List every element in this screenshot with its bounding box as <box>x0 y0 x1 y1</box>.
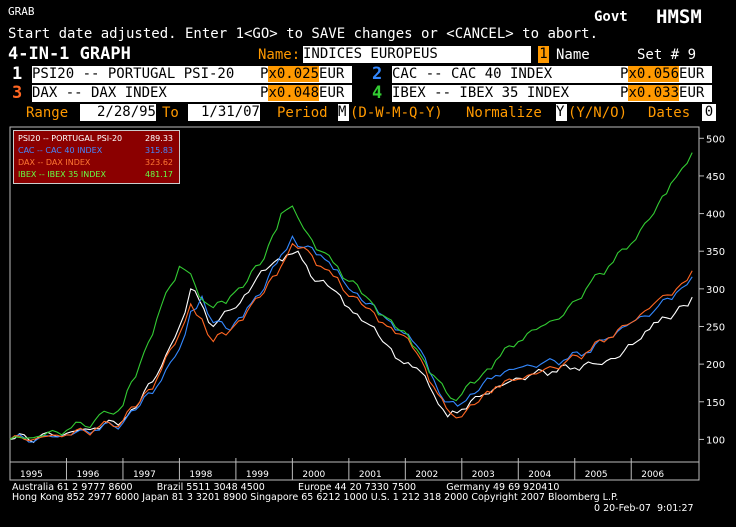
security-4-number: 4 <box>372 83 383 103</box>
x-axis-band <box>9 461 700 481</box>
range-label: Range <box>26 105 69 121</box>
security-3-scale[interactable]: Px0.048EUR <box>260 85 352 102</box>
security-3-number: 3 <box>12 83 23 103</box>
security-1-scale[interactable]: Px0.025EUR <box>260 66 352 83</box>
footer-contacts-line1: Australia 61 2 9777 8600 Brazil 5511 304… <box>12 482 560 493</box>
security-1-input[interactable]: PSI20 -- PORTUGAL PSI-20 <box>32 66 260 83</box>
series-line-4 <box>9 152 693 440</box>
security-3-px: P <box>260 85 269 101</box>
graph-title: 4-IN-1 GRAPH <box>8 44 131 64</box>
legend-label: DAX -- DAX INDEX <box>18 158 91 167</box>
legend-item-psi20: PSI20 -- PORTUGAL PSI-20 289.33 <box>18 134 178 143</box>
name-label: Name: <box>258 47 301 63</box>
chart-legend: PSI20 -- PORTUGAL PSI-20 289.33 CAC -- CA… <box>13 130 180 184</box>
normalize-options: (Y/N/O) <box>568 105 628 121</box>
y-tick-label: 350 <box>706 247 725 258</box>
period-options: (D-W-M-Q-Y) <box>350 105 443 121</box>
y-tick-label: 400 <box>706 210 725 221</box>
y-tick-label: 250 <box>706 322 725 333</box>
normalize-input[interactable]: Y <box>556 104 567 121</box>
name-input[interactable]: INDICES EUROPEUS <box>303 46 531 63</box>
x-tick-label: 2000 <box>302 470 325 480</box>
security-1-number: 1 <box>12 64 23 84</box>
govt-label: Govt <box>594 9 628 25</box>
y-tick-label: 300 <box>706 285 725 296</box>
normalize-label: Normalize <box>466 105 542 121</box>
name-mode-label: Name <box>556 47 590 63</box>
start-date-input[interactable]: 2/28/95 <box>80 104 156 121</box>
security-3-scale-value: x0.048 <box>268 85 320 101</box>
series-line-2 <box>9 234 693 443</box>
status-message: Start date adjusted. Enter 1<GO> to SAVE… <box>8 26 599 42</box>
period-label: Period <box>277 105 328 121</box>
y-tick-label: 450 <box>706 172 725 183</box>
legend-item-dax: DAX -- DAX INDEX 323.62 <box>18 158 178 167</box>
x-tick-label: 2004 <box>528 470 551 480</box>
x-tick-label: 1999 <box>246 470 269 480</box>
security-3-input[interactable]: DAX -- DAX INDEX <box>32 85 260 102</box>
footer-contacts-line2: Hong Kong 852 2977 6000 Japan 81 3 3201 … <box>12 492 619 503</box>
x-tick-label: 2003 <box>472 470 495 480</box>
legend-value: 315.83 <box>145 146 173 155</box>
security-3-currency: EUR <box>319 85 345 101</box>
y-tick-label: 500 <box>706 134 725 145</box>
y-tick-label: 200 <box>706 360 725 371</box>
y-tick-label: 150 <box>706 398 725 409</box>
y-tick-label: 100 <box>706 435 725 446</box>
x-tick-label: 1995 <box>20 470 43 480</box>
security-4-scale[interactable]: Px0.033EUR <box>620 85 712 102</box>
x-tick-label: 2002 <box>415 470 438 480</box>
security-2-scale-value: x0.056 <box>628 66 680 82</box>
security-1-currency: EUR <box>319 66 345 82</box>
security-4-px: P <box>620 85 629 101</box>
security-2-number: 2 <box>372 64 383 84</box>
x-tick-label: 2005 <box>585 470 608 480</box>
x-tick-label: 1998 <box>189 470 212 480</box>
security-2-scale[interactable]: Px0.056EUR <box>620 66 712 83</box>
range-bar <box>0 104 736 123</box>
dates-label: Dates <box>648 105 691 121</box>
series-line-1 <box>9 250 693 444</box>
end-date-input[interactable]: 1/31/07 <box>188 104 260 121</box>
legend-item-ibex: IBEX -- IBEX 35 INDEX 481.17 <box>18 170 178 179</box>
security-1-scale-value: x0.025 <box>268 66 320 82</box>
hmsm-label: HMSM <box>656 6 702 28</box>
app-title: GRAB <box>8 5 35 18</box>
legend-value: 481.17 <box>145 170 173 179</box>
security-2-input[interactable]: CAC -- CAC 40 INDEX <box>392 66 620 83</box>
security-2-currency: EUR <box>679 66 705 82</box>
set-number: Set # 9 <box>637 47 697 63</box>
security-4-input[interactable]: IBEX -- IBEX 35 INDEX <box>392 85 620 102</box>
dates-input[interactable]: 0 <box>702 104 716 121</box>
legend-item-cac: CAC -- CAC 40 INDEX 315.83 <box>18 146 178 155</box>
security-1-px: P <box>260 66 269 82</box>
legend-value: 323.62 <box>145 158 173 167</box>
to-label: To <box>162 105 179 121</box>
footer-timestamp: 0 20-Feb-07 9:01:27 <box>594 503 694 514</box>
x-tick-label: 2006 <box>641 470 664 480</box>
security-4-scale-value: x0.033 <box>628 85 680 101</box>
period-input[interactable]: M <box>338 104 349 121</box>
security-4-currency: EUR <box>679 85 705 101</box>
x-tick-label: 2001 <box>359 470 382 480</box>
legend-label: IBEX -- IBEX 35 INDEX <box>18 170 106 179</box>
x-tick-label: 1997 <box>133 470 156 480</box>
x-tick-label: 1996 <box>76 470 99 480</box>
legend-label: PSI20 -- PORTUGAL PSI-20 <box>18 134 123 143</box>
series-line-3 <box>9 242 693 442</box>
legend-label: CAC -- CAC 40 INDEX <box>18 146 103 155</box>
legend-value: 289.33 <box>145 134 173 143</box>
name-mode-field[interactable]: 1 <box>538 46 549 63</box>
security-2-px: P <box>620 66 629 82</box>
